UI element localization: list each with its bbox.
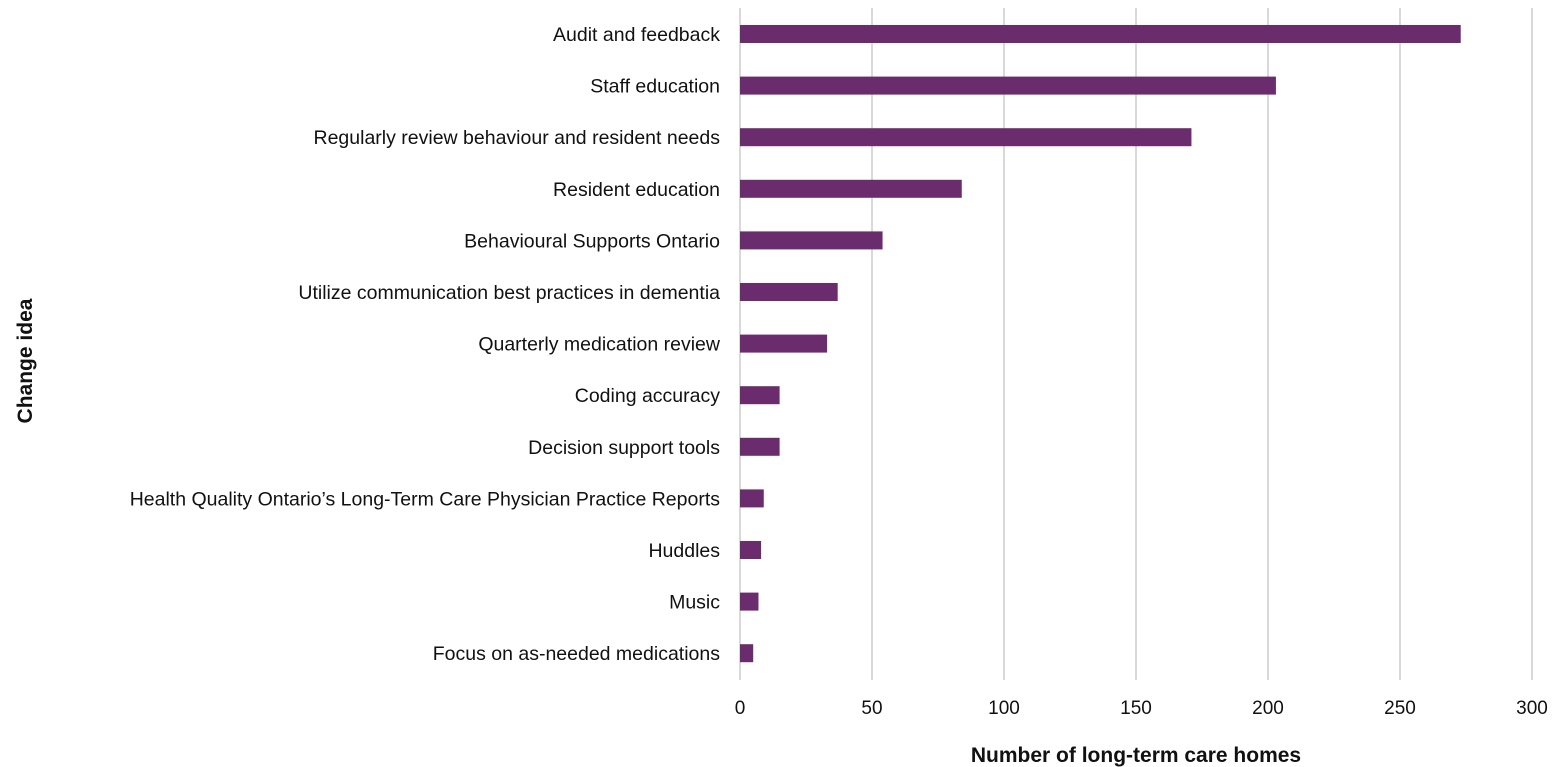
category-label: Decision support tools <box>528 437 720 459</box>
category-label: Utilize communication best practices in … <box>298 282 720 304</box>
bar <box>740 334 828 353</box>
category-label: Behavioural Supports Ontario <box>464 230 720 252</box>
x-tick-label: 50 <box>861 698 882 719</box>
x-tick-label: 200 <box>1252 698 1284 719</box>
x-tick-label: 100 <box>988 698 1020 719</box>
category-label: Audit and feedback <box>553 24 720 46</box>
category-label: Health Quality Ontario’s Long-Term Care … <box>130 488 721 510</box>
x-axis-title: Number of long-term care homes <box>971 744 1301 767</box>
bar <box>740 489 764 508</box>
bar <box>740 592 759 611</box>
x-tick-labels: 0 50 100 150 200 250 300 <box>735 698 1548 719</box>
x-tick-label: 250 <box>1384 698 1416 719</box>
bar <box>740 231 883 250</box>
bar <box>740 283 838 301</box>
category-label: Huddles <box>648 540 720 562</box>
bar <box>740 25 1461 43</box>
category-label: Coding accuracy <box>575 385 720 407</box>
x-tick-label: 150 <box>1120 698 1152 719</box>
category-label: Staff education <box>590 76 720 98</box>
bar <box>740 437 780 456</box>
bar <box>740 644 754 663</box>
gridlines <box>739 8 1533 680</box>
category-label: Quarterly medication review <box>478 334 721 356</box>
category-label: Regularly review behaviour and resident … <box>314 127 721 149</box>
bar <box>740 541 762 559</box>
category-labels: Audit and feedback Staff education Regular… <box>130 24 721 665</box>
category-label: Resident education <box>553 179 720 201</box>
bars <box>740 25 1461 663</box>
bar <box>740 386 780 405</box>
bar <box>740 76 1276 95</box>
bar <box>740 179 962 198</box>
category-label: Focus on as-needed medications <box>433 643 721 665</box>
x-tick-label: 0 <box>735 698 746 719</box>
y-axis-title: Change idea <box>14 298 37 423</box>
bar <box>740 128 1192 147</box>
category-label: Music <box>669 592 720 614</box>
x-tick-label: 300 <box>1516 698 1548 719</box>
